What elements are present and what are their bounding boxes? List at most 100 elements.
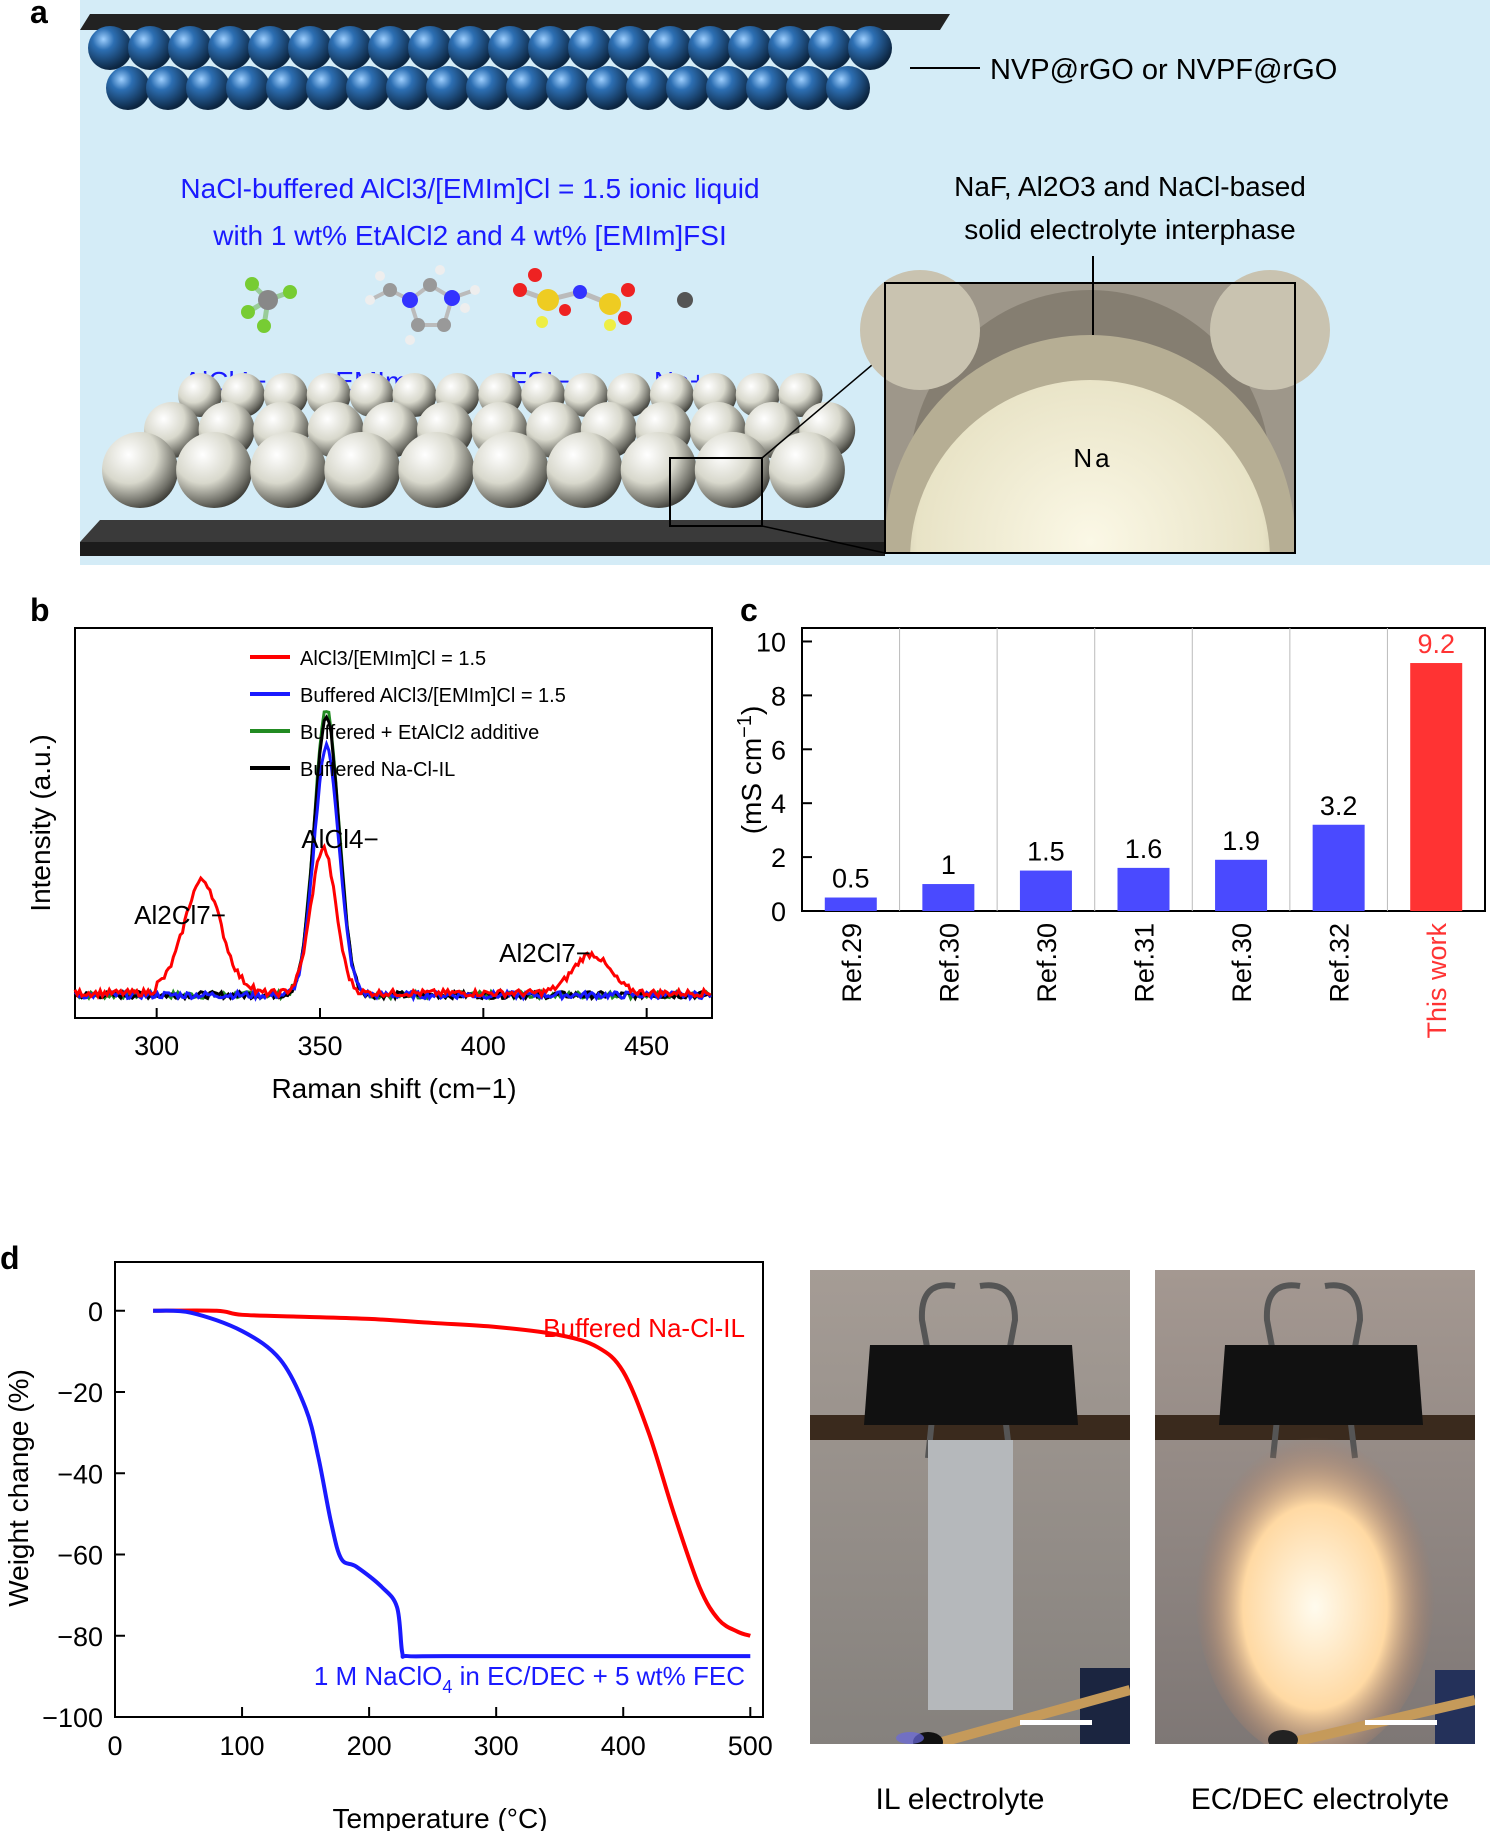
flame: [1195, 1420, 1435, 1744]
cathode-particle: [768, 26, 812, 70]
panel-d-label: d: [0, 1240, 20, 1276]
tga-chart: 0 100 200 300 400 500 0 −20 −40 −60 −80 −100 Weight…: [3, 1261, 773, 1831]
cathode-particle: [386, 66, 430, 110]
cathode-particle: [368, 26, 412, 70]
caption-e: IL electrolyte: [875, 1783, 1045, 1816]
cathode-particle: [728, 26, 772, 70]
y-tick-label: 4: [771, 789, 786, 819]
tga-y-tick-label: −80: [57, 1622, 103, 1652]
tga-x-tick-label: 500: [728, 1731, 773, 1761]
bar-value-label: 1: [941, 850, 956, 880]
sodium-particle: [324, 432, 401, 508]
tga-label-ecdec: 1 M NaClO4 in EC/DEC + 5 wt% FEC: [314, 1661, 745, 1697]
legend-entry: Buffered AlCl3/[EMIm]Cl = 1.5: [300, 685, 566, 707]
cathode-particle: [408, 26, 452, 70]
scale-bar-e: [1020, 1720, 1092, 1725]
legend-entry: Buffered + EtAlCl2 additive: [300, 722, 539, 744]
electrolyte-text-2: with 1 wt% EtAlCl2 and 4 wt% [EMIm]FSI: [212, 220, 727, 251]
bar-1: [922, 884, 975, 911]
bar-5: [1312, 824, 1365, 911]
cathode-particle: [528, 26, 572, 70]
raman-x-tick-label: 450: [624, 1031, 669, 1061]
cathode-particle: [328, 26, 372, 70]
tga-y-tick-label: −20: [57, 1378, 103, 1408]
tga-y-tick-label: −60: [57, 1541, 103, 1571]
legend-entry: Buffered Na-Cl-IL: [300, 759, 455, 781]
sodium-particle: [546, 432, 623, 508]
cathode-particle: [106, 66, 150, 110]
alcl4-molecule-icon: [241, 277, 297, 333]
y-tick-label: 10: [756, 627, 786, 657]
tga-y-tick-label: −40: [57, 1459, 103, 1489]
panel-b-label: b: [30, 592, 50, 628]
cathode-particle: [608, 26, 652, 70]
tga-label-il: Buffered Na-Cl-IL: [543, 1313, 745, 1343]
cathode-particle: [586, 66, 630, 110]
sodium-particle: [398, 432, 475, 508]
sei-label-2: solid electrolyte interphase: [964, 214, 1296, 245]
cathode-particle: [488, 26, 532, 70]
cathode-particle: [226, 66, 270, 110]
cathode-particle: [666, 66, 710, 110]
peak-label-al2cl7-right: Al2Cl7−: [499, 938, 591, 968]
y-tick-label: 6: [771, 735, 786, 765]
cathode-particle: [626, 66, 670, 110]
tga-series-0: [153, 1308, 751, 1638]
cathode-particle: [288, 26, 332, 70]
sodium-particle: [694, 432, 771, 508]
bar-category-label: Ref.30: [934, 923, 964, 1003]
interphase-inset: Na: [860, 256, 1330, 565]
tga-series-1: [153, 1308, 751, 1659]
cathode-particle: [248, 26, 292, 70]
peak-label-alcl4: AlCl4−: [301, 824, 378, 854]
cathode-particle: [186, 66, 230, 110]
cathode-particle: [746, 66, 790, 110]
sodium-particle: [620, 432, 697, 508]
cathode-particle: [808, 26, 852, 70]
cathode-particle: [146, 66, 190, 110]
bottom-current-collector: [80, 542, 950, 556]
top-current-collector: [80, 14, 950, 30]
cathode-particles: [88, 26, 892, 110]
raman-x-tick-label: 350: [297, 1031, 342, 1061]
tga-y-label: Weight change (%): [3, 1369, 34, 1607]
conductivity-chart: 0.5 Ref.29 1 Ref.30 1.5 Ref.30 1.6 Ref.31 1.9 Ref…: [735, 627, 1486, 1039]
emim-molecule-icon: [365, 265, 480, 345]
caption-f: EC/DEC electrolyte: [1190, 1783, 1450, 1816]
cathode-particle: [688, 26, 732, 70]
tga-x-tick-label: 200: [347, 1731, 392, 1761]
sodium-particle: [472, 432, 549, 508]
cathode-particle: [506, 66, 550, 110]
raman-y-label: Intensity (a.u.): [25, 734, 56, 911]
y-tick-label: 2: [771, 843, 786, 873]
bar-2: [1019, 870, 1072, 911]
cathode-particle: [448, 26, 492, 70]
raman-x-tick-label: 400: [461, 1031, 506, 1061]
bar-4: [1215, 859, 1268, 911]
sodium-particle: [778, 373, 823, 417]
cathode-particle: [786, 66, 830, 110]
sodium-deposits: [102, 373, 856, 508]
bar-category-label: Ref.32: [1325, 923, 1355, 1003]
cathode-particle: [466, 66, 510, 110]
panel-c-label: c: [740, 592, 758, 628]
sodium-particle: [176, 432, 253, 508]
raman-series-green: [74, 710, 712, 1002]
sodium-particle: [768, 432, 845, 508]
bar-0: [824, 897, 877, 911]
raman-series-blue: [73, 739, 712, 1003]
cathode-particle: [546, 66, 590, 110]
cathode-particle: [426, 66, 470, 110]
battery-schematic: NVP@rGO or NVPF@rGO NaCl-buffered AlCl3/…: [80, 0, 1490, 565]
sodium-particle: [250, 432, 327, 508]
cathode-particle: [266, 66, 310, 110]
cathode-particle: [826, 66, 870, 110]
tga-x-tick-label: 400: [601, 1731, 646, 1761]
il-soaked-strip: [928, 1440, 1013, 1710]
bar-category-label: Ref.30: [1032, 923, 1062, 1003]
peak-label-al2cl7-left: Al2Cl7−: [134, 900, 226, 930]
y-tick-label: 8: [771, 681, 786, 711]
panel-a-label: a: [30, 0, 48, 30]
sodium-particle: [178, 373, 222, 417]
bar-value-label: 3.2: [1320, 791, 1358, 821]
